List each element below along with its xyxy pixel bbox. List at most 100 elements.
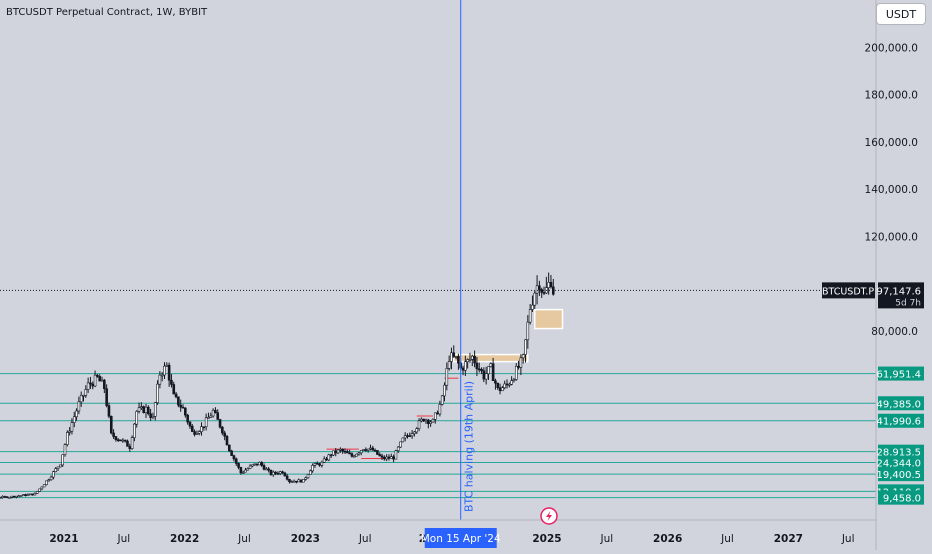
candle bbox=[211, 408, 215, 418]
candle bbox=[521, 353, 525, 364]
candle bbox=[200, 422, 203, 436]
candle bbox=[297, 478, 301, 483]
candle bbox=[464, 355, 467, 376]
candle bbox=[137, 402, 141, 414]
candle bbox=[542, 286, 546, 296]
candle bbox=[31, 493, 34, 496]
candle bbox=[140, 402, 143, 410]
candle bbox=[290, 480, 294, 483]
order-block-zone[interactable] bbox=[453, 353, 529, 363]
candle bbox=[114, 435, 118, 442]
candle bbox=[128, 443, 132, 452]
svg-text:BTCUSDT.P: BTCUSDT.P bbox=[822, 286, 874, 297]
candle bbox=[119, 439, 122, 442]
candle bbox=[517, 360, 520, 370]
order-block-zone[interactable] bbox=[534, 308, 564, 330]
candle bbox=[288, 478, 291, 484]
level-price-label: 49,385.0 bbox=[876, 396, 924, 411]
candle bbox=[223, 430, 226, 441]
candle bbox=[431, 418, 435, 423]
candle bbox=[116, 438, 120, 442]
candle bbox=[447, 355, 451, 371]
level-price-label: 19,400.5 bbox=[876, 467, 924, 482]
symbol-title: BTCUSDT Perpetual Contract, 1W, BYBIT bbox=[6, 7, 208, 18]
candle bbox=[339, 447, 342, 453]
candle bbox=[512, 377, 516, 383]
candle bbox=[79, 391, 83, 407]
candle bbox=[267, 467, 270, 473]
candle bbox=[26, 493, 30, 496]
candle bbox=[454, 356, 458, 360]
candle bbox=[179, 399, 183, 412]
lightning-icon[interactable] bbox=[540, 507, 558, 525]
candle bbox=[123, 439, 127, 443]
candle bbox=[533, 290, 537, 309]
candle bbox=[429, 420, 432, 427]
candle bbox=[103, 378, 106, 394]
currency-button[interactable]: USDT bbox=[876, 3, 926, 25]
candle bbox=[484, 366, 488, 385]
candle bbox=[112, 429, 115, 439]
candle bbox=[445, 362, 449, 391]
candle bbox=[364, 447, 368, 452]
candle bbox=[63, 443, 67, 457]
candle bbox=[144, 403, 148, 419]
candle bbox=[526, 315, 530, 349]
candle bbox=[403, 432, 407, 442]
level-price-label: 61,951.4 bbox=[876, 366, 924, 381]
candle bbox=[524, 339, 527, 363]
time-axis[interactable]: 2021Jul2022Jul2023Jul202025Jul2026Jul202… bbox=[49, 533, 854, 545]
candle bbox=[107, 402, 111, 419]
candle bbox=[22, 494, 25, 496]
candle bbox=[408, 432, 412, 437]
candle bbox=[230, 449, 233, 456]
candle bbox=[325, 456, 328, 461]
candle bbox=[109, 415, 113, 435]
candle bbox=[531, 295, 534, 312]
candle bbox=[105, 384, 108, 408]
price-tick-label: 120,000.0 bbox=[865, 231, 918, 243]
candle bbox=[396, 446, 400, 454]
candle bbox=[33, 492, 37, 496]
candle bbox=[181, 404, 185, 409]
time-tick-label: 2023 bbox=[291, 533, 320, 545]
candle bbox=[438, 400, 442, 417]
candle bbox=[440, 394, 444, 406]
candle bbox=[237, 462, 240, 470]
candle bbox=[42, 484, 46, 488]
candle bbox=[468, 352, 472, 363]
candle bbox=[193, 429, 196, 437]
candle bbox=[82, 394, 85, 402]
candle bbox=[209, 412, 213, 418]
svg-text:19,400.5: 19,400.5 bbox=[876, 470, 921, 481]
candle bbox=[49, 475, 53, 481]
candle bbox=[54, 467, 58, 473]
candle bbox=[19, 495, 23, 497]
level-price-label: 9,458.0 bbox=[878, 490, 924, 505]
time-tick-label: Jul bbox=[720, 533, 734, 545]
candle bbox=[496, 382, 500, 390]
level-price-label: 41,990.6 bbox=[876, 413, 924, 428]
svg-text:97,147.6: 97,147.6 bbox=[876, 286, 921, 297]
candle bbox=[271, 470, 275, 477]
candle bbox=[202, 426, 206, 431]
candle bbox=[494, 378, 497, 390]
candle bbox=[216, 409, 220, 420]
candle bbox=[477, 362, 481, 373]
candle bbox=[383, 455, 386, 461]
candle bbox=[98, 374, 102, 382]
candle bbox=[276, 471, 280, 475]
candle bbox=[329, 453, 333, 459]
candle bbox=[262, 463, 266, 471]
candle bbox=[91, 381, 95, 390]
candle bbox=[308, 469, 312, 475]
candle bbox=[28, 493, 32, 496]
candle bbox=[269, 469, 273, 476]
candle bbox=[359, 449, 363, 456]
price-axis[interactable]: 80,000.0 120,000.0 140,000.0 160,000.0 180,0… bbox=[865, 42, 918, 338]
candle bbox=[8, 496, 11, 499]
time-tick-label: 2021 bbox=[49, 533, 78, 545]
candle bbox=[501, 385, 504, 392]
